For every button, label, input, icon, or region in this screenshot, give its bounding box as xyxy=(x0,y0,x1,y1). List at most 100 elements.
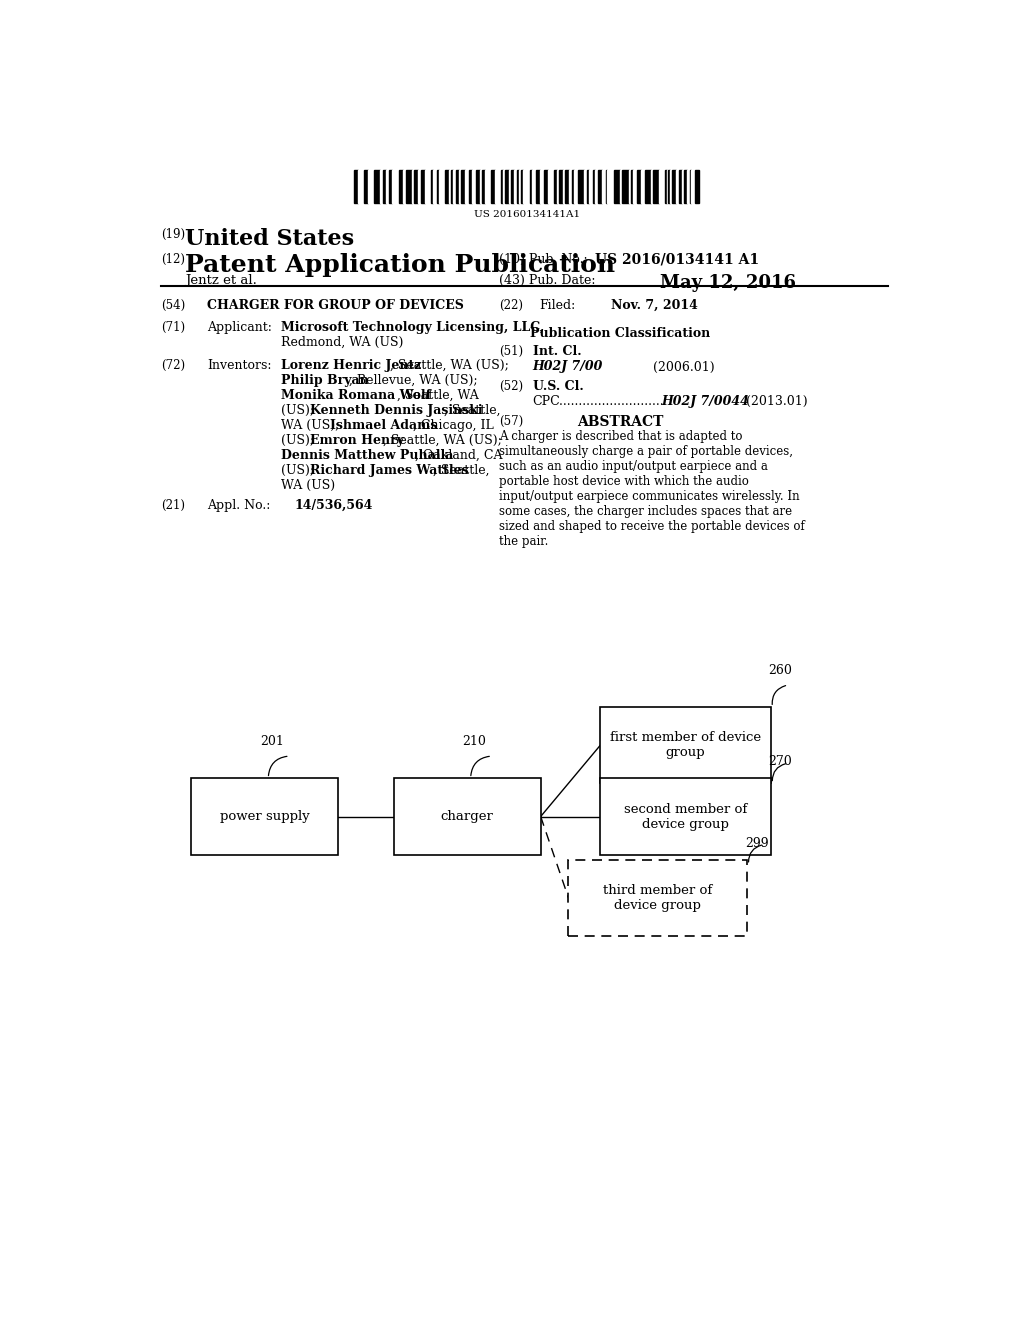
Bar xyxy=(598,169,602,203)
Bar xyxy=(503,169,505,203)
Bar xyxy=(587,169,589,203)
Text: (43) Pub. Date:: (43) Pub. Date: xyxy=(500,275,596,288)
Bar xyxy=(482,169,485,203)
Text: Redmond, WA (US): Redmond, WA (US) xyxy=(282,337,403,348)
Text: H02J 7/00: H02J 7/00 xyxy=(532,360,603,374)
Text: charger: charger xyxy=(440,810,494,822)
Bar xyxy=(641,169,645,203)
Bar xyxy=(679,169,682,203)
Text: May 12, 2016: May 12, 2016 xyxy=(659,275,796,292)
Text: 299: 299 xyxy=(744,837,768,850)
Bar xyxy=(595,169,598,203)
Text: Dennis Matthew Puhalla: Dennis Matthew Puhalla xyxy=(282,449,454,462)
Bar xyxy=(600,779,771,854)
Text: first member of device
group: first member of device group xyxy=(610,731,761,759)
Bar xyxy=(585,169,587,203)
Text: portable host device with which the audio: portable host device with which the audi… xyxy=(500,475,750,487)
Text: Jentz et al.: Jentz et al. xyxy=(185,275,257,288)
Text: Monika Romana Wolf: Monika Romana Wolf xyxy=(282,388,431,401)
Bar xyxy=(676,169,679,203)
Text: Kenneth Dennis Jasinski: Kenneth Dennis Jasinski xyxy=(310,404,482,417)
Bar xyxy=(531,169,536,203)
Text: Lorenz Henric Jentz: Lorenz Henric Jentz xyxy=(282,359,422,372)
Bar xyxy=(589,169,593,203)
Bar xyxy=(374,169,380,203)
Bar xyxy=(462,169,465,203)
Bar xyxy=(557,169,559,203)
Text: Ishmael Adams: Ishmael Adams xyxy=(330,418,437,432)
Text: 270: 270 xyxy=(768,755,793,768)
Bar xyxy=(511,169,514,203)
Text: A charger is described that is adapted to: A charger is described that is adapted t… xyxy=(500,429,742,442)
Text: (54): (54) xyxy=(162,298,185,312)
Text: Philip Bryan: Philip Bryan xyxy=(282,374,369,387)
Bar xyxy=(514,169,517,203)
Bar xyxy=(425,169,431,203)
Text: (2013.01): (2013.01) xyxy=(746,395,808,408)
Bar xyxy=(421,169,425,203)
Bar xyxy=(682,169,684,203)
Bar xyxy=(505,169,509,203)
Bar xyxy=(398,169,402,203)
Bar xyxy=(631,169,633,203)
Text: H02J 7/0044: H02J 7/0044 xyxy=(662,395,750,408)
Text: Applicant:: Applicant: xyxy=(207,321,272,334)
Text: such as an audio input/output earpiece and a: such as an audio input/output earpiece a… xyxy=(500,459,768,473)
Bar xyxy=(465,169,469,203)
Bar xyxy=(191,779,338,854)
Text: input/output earpiece communicates wirelessly. In: input/output earpiece communicates wirel… xyxy=(500,490,800,503)
Bar xyxy=(459,169,462,203)
Bar xyxy=(469,169,472,203)
Bar xyxy=(593,169,595,203)
Bar xyxy=(651,169,652,203)
Bar xyxy=(436,169,439,203)
Bar xyxy=(492,169,495,203)
Bar xyxy=(445,169,450,203)
Bar xyxy=(380,169,383,203)
Text: (10) Pub. No.:: (10) Pub. No.: xyxy=(500,253,588,265)
Bar xyxy=(565,169,569,203)
Bar xyxy=(544,169,548,203)
Bar xyxy=(691,169,694,203)
Text: , Seattle, WA: , Seattle, WA xyxy=(397,388,479,401)
Bar xyxy=(571,169,574,203)
Bar xyxy=(684,169,687,203)
Bar xyxy=(431,169,433,203)
Bar xyxy=(602,169,606,203)
Bar xyxy=(694,169,699,203)
Bar xyxy=(354,169,358,203)
Text: , Seattle, WA (US);: , Seattle, WA (US); xyxy=(390,359,509,372)
Bar xyxy=(621,169,623,203)
Bar xyxy=(563,169,565,203)
Bar xyxy=(690,169,691,203)
Text: 201: 201 xyxy=(260,735,285,748)
Bar xyxy=(485,169,492,203)
Text: U.S. Cl.: U.S. Cl. xyxy=(532,380,584,393)
Bar xyxy=(394,779,541,854)
Bar xyxy=(536,169,540,203)
Bar xyxy=(629,169,631,203)
Bar xyxy=(476,169,480,203)
Text: CPC: CPC xyxy=(532,395,560,408)
Bar xyxy=(383,169,386,203)
Text: (22): (22) xyxy=(500,298,523,312)
Text: ...........................: ........................... xyxy=(555,395,664,408)
Text: sized and shaped to receive the portable devices of: sized and shaped to receive the portable… xyxy=(500,520,805,533)
Text: , Oakland, CA: , Oakland, CA xyxy=(415,449,502,462)
Text: , Seattle,: , Seattle, xyxy=(443,404,500,417)
Bar xyxy=(509,169,511,203)
Bar xyxy=(439,169,445,203)
Text: (52): (52) xyxy=(500,380,523,393)
Text: US 2016/0134141 A1: US 2016/0134141 A1 xyxy=(595,253,759,267)
Text: power supply: power supply xyxy=(220,810,310,822)
Text: (21): (21) xyxy=(162,499,185,512)
Bar xyxy=(669,169,670,203)
Text: (12): (12) xyxy=(162,253,185,265)
Text: Microsoft Technology Licensing, LLC,: Microsoft Technology Licensing, LLC, xyxy=(282,321,545,334)
Text: Emron Henry: Emron Henry xyxy=(310,434,403,447)
Bar xyxy=(607,169,613,203)
Text: Patent Application Publication: Patent Application Publication xyxy=(185,253,615,277)
Text: 260: 260 xyxy=(768,664,793,677)
Text: some cases, the charger includes spaces that are: some cases, the charger includes spaces … xyxy=(500,504,793,517)
Bar xyxy=(523,169,529,203)
